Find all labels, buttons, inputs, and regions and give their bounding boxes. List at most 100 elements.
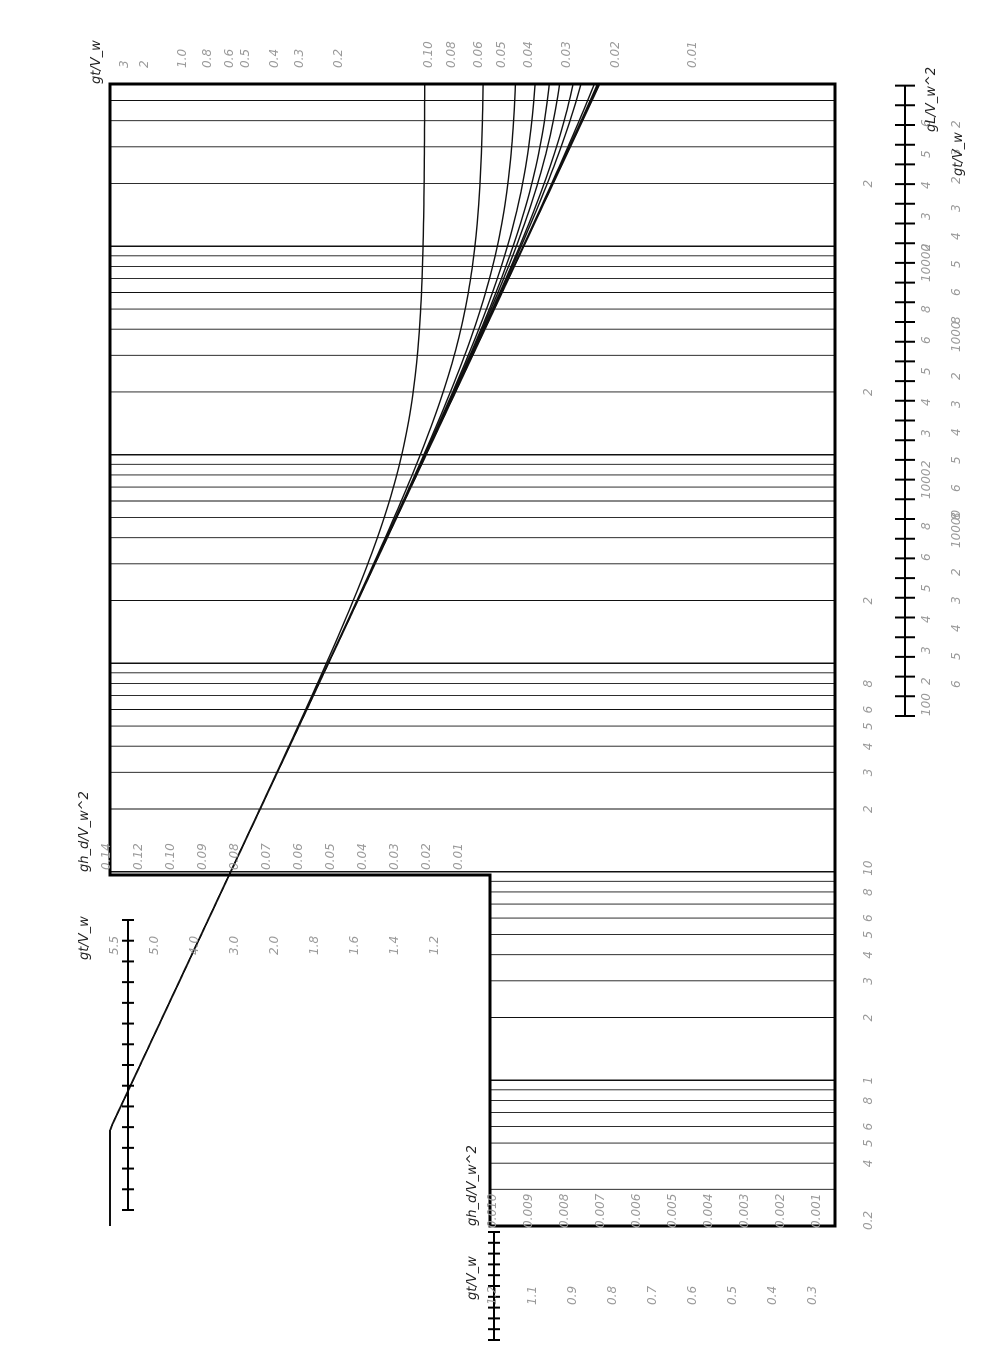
mid-gt-label: 1.6: [347, 936, 361, 955]
low-ghd-label: 0.009: [521, 1194, 535, 1228]
top-series-label: 2: [137, 60, 151, 68]
low-ghd-label: 0.008: [557, 1193, 571, 1228]
right-gl-label: 100: [919, 693, 933, 716]
top-series-label: 0.08: [444, 41, 458, 68]
curve-0-8: [109, 83, 601, 1226]
low-gt-label: 0.3: [805, 1286, 819, 1305]
right-gl-label: 4: [919, 398, 933, 406]
x-tick-label: 4: [861, 743, 875, 751]
curve-0-5: [109, 83, 600, 1226]
right-gt-label: 3: [949, 596, 963, 604]
mid-ghd-label: 0.06: [291, 843, 305, 870]
right-gt-label: 5: [949, 260, 963, 268]
curve-0-02: [109, 83, 484, 1226]
low-gt-label: 0.6: [685, 1286, 699, 1305]
right-gl-label: 5: [919, 367, 933, 375]
curve-0-04: [109, 83, 536, 1226]
low-gt-label: 1.2: [485, 1286, 499, 1305]
mid-ghd-label: 0.01: [451, 843, 465, 870]
right-gt-label: 6: [949, 680, 963, 688]
chart-frame: [108, 82, 837, 1228]
mid-gt-label: 5.0: [147, 936, 161, 955]
x-tick-label: 5: [861, 1139, 875, 1147]
low-gt-label: 0.4: [765, 1286, 779, 1305]
right-gt-label: 4: [949, 232, 963, 240]
x-tick-label: 4: [861, 951, 875, 959]
x-tick-label: 0.2: [861, 1211, 875, 1230]
low-ghd-label: 0.002: [773, 1194, 787, 1228]
low-ghd-label: 0.003: [737, 1194, 751, 1228]
low-ghd-label: 0.006: [629, 1193, 643, 1228]
top-series-label: 0.3: [292, 49, 306, 68]
low-ghd-label: 0.007: [593, 1193, 607, 1228]
low-gt-label: 1.1: [525, 1286, 539, 1305]
top-series-label: 0.02: [608, 41, 622, 68]
right-gt-label: 2: [949, 372, 963, 380]
x-tick-label: 1: [861, 1077, 875, 1085]
mid-ghd-label: 0.09: [195, 843, 209, 870]
right-gt-label: 3: [949, 204, 963, 212]
top-series-label: 0.4: [267, 49, 281, 68]
top-series-label: 0.2: [331, 49, 345, 68]
right-gt-label: 4: [949, 428, 963, 436]
top-series-label: 0.10: [421, 41, 435, 68]
top-axis-title: gt/V_w: [89, 40, 104, 84]
low-gt-label: 0.8: [605, 1286, 619, 1305]
top-series-label: 0.06: [471, 41, 485, 68]
right-gl-label: 4: [919, 181, 933, 189]
curve-1-0: [109, 83, 601, 1226]
mid-ghd-label: 0.14: [99, 843, 113, 870]
right-gt-label: 5: [949, 652, 963, 660]
mid-gt-label: 1.4: [387, 936, 401, 955]
curve-0-3: [109, 83, 599, 1226]
x-tick-label: 6: [861, 706, 875, 714]
x-tick-label: 2: [861, 180, 875, 188]
x-tick-label: 2: [861, 805, 875, 813]
x-tick-label: 10: [861, 860, 875, 876]
right-gl-label: 8: [919, 522, 933, 530]
curve-3: [109, 83, 601, 1226]
right-gt-label: 2: [949, 176, 963, 184]
mid-gt-label: 4.0: [187, 936, 201, 955]
low-ghd-label: 0.001: [809, 1194, 823, 1228]
x-tick-label: 4: [861, 1160, 875, 1168]
low-gt-label: 0.7: [645, 1286, 659, 1305]
x-tick-label: 8: [861, 679, 875, 687]
x-tick-label: 8: [861, 1096, 875, 1104]
mid-ghd-label: 0.02: [419, 843, 433, 870]
mid-gt-title: gt/V_w: [77, 916, 92, 960]
right-gl-label: 2: [919, 243, 933, 251]
low-ghd-title: gh_d/V_w^2: [465, 1145, 480, 1226]
x-tick-label: 6: [861, 914, 875, 922]
right-gl-label: 5: [919, 150, 933, 158]
right-gl-label: 3: [919, 212, 933, 220]
right-gt-label: 4: [949, 624, 963, 632]
top-series-label: 0.6: [222, 49, 236, 68]
curves: [109, 83, 601, 1226]
right-gt-label: 3: [949, 400, 963, 408]
low-ghd-label: 0.010: [485, 1193, 499, 1228]
low-ghd-label: 0.005: [665, 1194, 679, 1228]
right-gl-label: 8: [919, 305, 933, 313]
x-tick-label: 3: [861, 769, 875, 777]
right-gt-label: 2: [949, 568, 963, 576]
right-gl-label: 3: [919, 646, 933, 654]
curve-0-03: [109, 83, 517, 1226]
x-tick-label: 2: [861, 388, 875, 396]
grid-lines: [110, 83, 835, 1227]
mid-gt-label: 1.8: [307, 936, 321, 955]
right-gt-label: 1000: [949, 321, 963, 352]
right-gl-title: gL/V_w^2: [924, 67, 939, 132]
mid-ghd-label: 0.08: [227, 843, 241, 870]
mid-ghd-label: 0.12: [131, 843, 145, 870]
right-gt-label: 8: [949, 512, 963, 520]
right-gl-label: 1000: [919, 468, 933, 499]
top-series-label: 3: [117, 60, 131, 68]
curve-0-06: [109, 83, 561, 1226]
right-gl-label: 6: [919, 119, 933, 127]
mid-ghd-label: 0.05: [323, 843, 337, 870]
low-ghd-label: 0.004: [701, 1194, 715, 1228]
curve-0-08: [109, 83, 574, 1226]
